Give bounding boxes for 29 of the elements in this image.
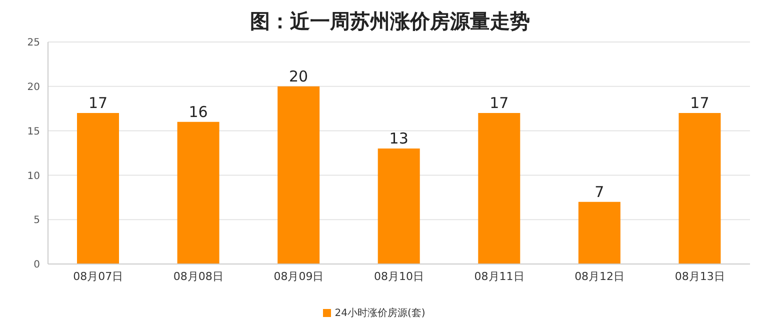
data-label: 7 bbox=[594, 182, 604, 201]
legend-label: 24小时涨价房源(套) bbox=[334, 308, 426, 319]
data-label: 13 bbox=[389, 130, 408, 148]
bar bbox=[177, 122, 220, 264]
y-tick-label: 20 bbox=[27, 82, 40, 93]
y-tick-label: 5 bbox=[34, 215, 40, 226]
x-tick-label: 08月07日 bbox=[73, 270, 124, 283]
bar bbox=[478, 113, 520, 264]
y-tick-label: 15 bbox=[27, 126, 40, 138]
bar bbox=[578, 202, 620, 264]
data-label: 17 bbox=[490, 94, 509, 112]
x-tick-label: 08月09日 bbox=[274, 270, 324, 283]
data-label: 17 bbox=[690, 94, 710, 112]
chart-title: 图：近一周苏州涨价房源量走势 bbox=[249, 8, 531, 35]
y-tick-label: 0 bbox=[34, 260, 40, 271]
y-tick-label: 25 bbox=[27, 38, 40, 49]
bar bbox=[378, 148, 420, 264]
bar bbox=[678, 113, 721, 264]
bar bbox=[278, 86, 320, 264]
bar bbox=[77, 113, 119, 264]
data-label: 20 bbox=[289, 67, 308, 86]
x-tick-label: 08月11日 bbox=[474, 270, 524, 283]
x-tick-label: 08月10日 bbox=[374, 270, 424, 283]
data-label: 16 bbox=[188, 102, 208, 121]
x-tick-label: 08月13日 bbox=[674, 270, 725, 283]
x-tick-label: 08月08日 bbox=[173, 270, 224, 283]
x-tick-label: 08月12日 bbox=[574, 270, 625, 283]
y-tick-label: 10 bbox=[27, 170, 40, 182]
data-label: 17 bbox=[88, 94, 108, 112]
